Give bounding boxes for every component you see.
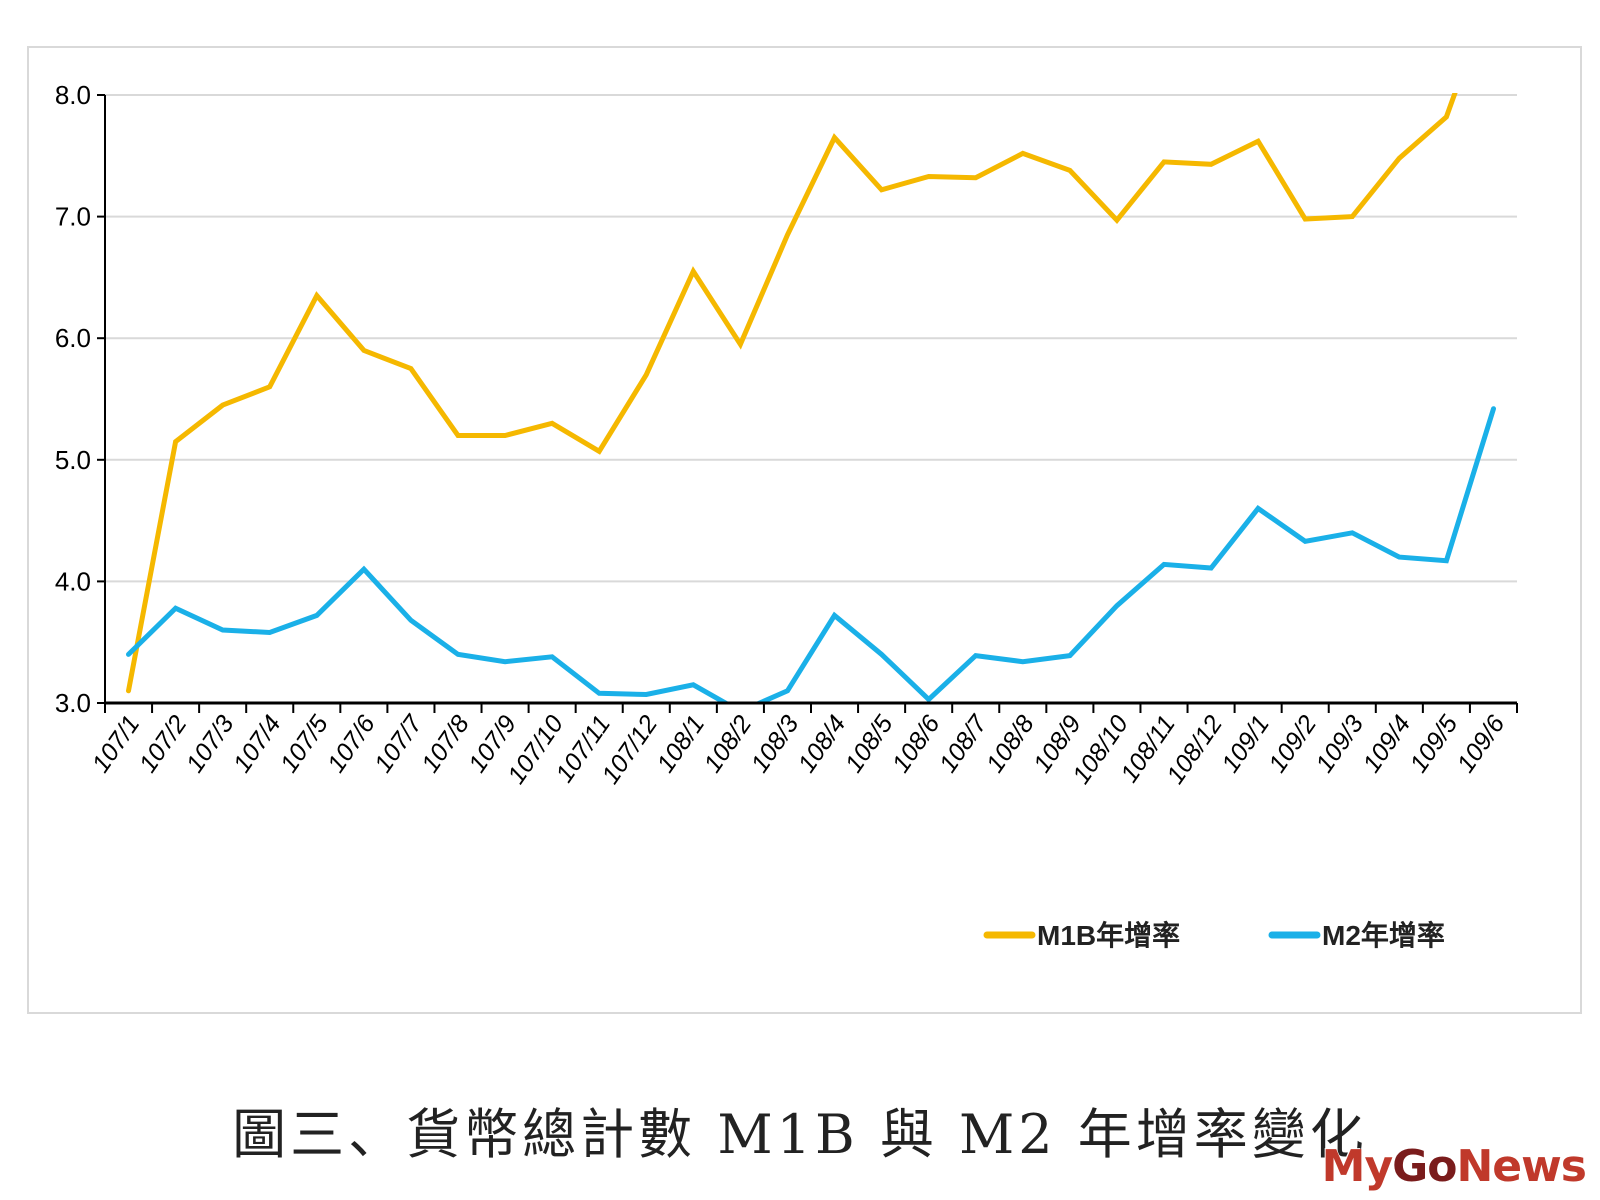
y-tick-label: 7.0 [55,202,91,232]
series-line [126,406,1496,703]
logo-part-news: News [1456,1141,1587,1192]
logo-part-my: My [1321,1141,1393,1192]
x-tick-labels: 107/1107/2107/3107/4107/5107/6107/7107/8… [87,709,1511,789]
x-tick-label: 107/1 [87,710,146,777]
x-tick-label: 109/4 [1357,710,1416,777]
figure-caption: 圖三、貨幣總計數 M1B 與 M2 年增率變化 [232,1103,1368,1166]
x-tick-label: 108/1 [651,710,710,777]
chart-frame: 3.0 4.0 5.0 6.0 7.0 8.0 107/1 107/2 107/3 107/4 1… [27,46,1582,1014]
x-tick-label: 108/4 [793,710,852,777]
x-tick-label: 107/2 [134,710,193,777]
x-tick-label: 108/2 [698,710,757,777]
x-tick-label: 109/6 [1452,710,1511,777]
grid-layer [105,94,1517,583]
line-chart: 3.04.05.06.07.08.0 107/1107/2107/3107/41… [55,80,1518,951]
y-tick-label: 8.0 [55,80,91,110]
series-line [126,93,1458,694]
x-tick-label: 108/3 [746,710,805,777]
x-tick-label: 108/7 [934,709,993,777]
y-tick-label: 4.0 [55,566,91,596]
x-tick-label: 109/3 [1310,710,1369,777]
legend-label: M2年增率 [1322,919,1445,951]
x-tick-label: 107/4 [228,710,287,777]
x-tick-label: 108/8 [981,710,1040,777]
mygonews-logo: MyGoNews [1321,1141,1587,1192]
x-tick-label: 108/6 [887,710,946,777]
series-layer [126,93,1496,703]
legend: M1B年增率 M2年增率 [983,919,1445,951]
x-tick-label: 107/5 [275,710,334,777]
x-tick-label: 109/1 [1216,710,1275,777]
x-tick-label: 109/2 [1263,710,1322,777]
y-tick-labels: 3.0 4.0 5.0 6.0 7.0 8.0 [55,80,91,718]
logo-part-go: Go [1392,1141,1457,1192]
x-tick-label: 108/5 [840,710,899,777]
x-tick-label: 107/6 [322,710,381,777]
x-tick-label: 107/7 [369,709,428,777]
y-tick-label: 5.0 [55,445,91,475]
x-tick-label: 107/3 [181,710,240,777]
legend-label: M1B年增率 [1037,919,1180,951]
y-tick-label: 6.0 [55,323,91,353]
x-tick-label: 107/8 [416,710,475,777]
y-tick-label: 3.0 [55,688,91,718]
x-tick-label: 109/5 [1404,710,1463,777]
axis-layer [97,94,1518,713]
